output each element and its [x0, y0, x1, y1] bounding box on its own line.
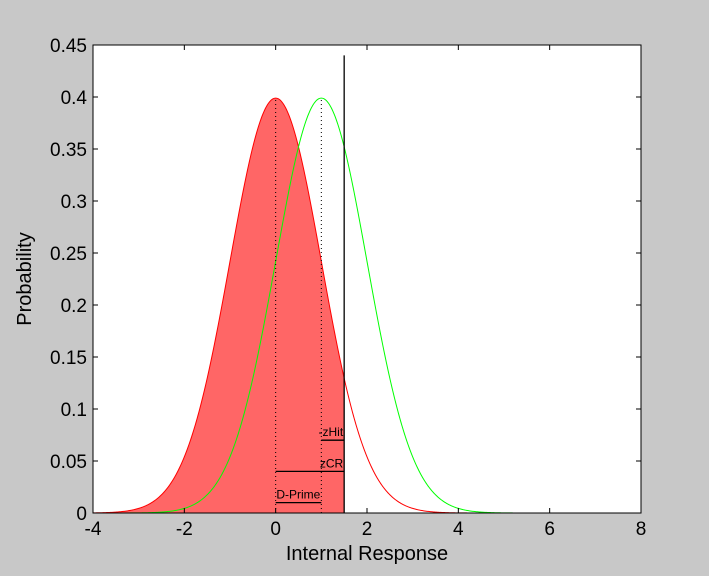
annotation-label-0: D-Prime: [276, 488, 320, 502]
y-tick-label: 0.1: [61, 400, 87, 421]
x-tick-label: 6: [544, 519, 555, 540]
area-fill-0: [93, 98, 345, 513]
x-axis-label: Internal Response: [286, 543, 448, 565]
y-tick-label: 0: [76, 504, 87, 525]
y-axis-label: Probability: [14, 232, 36, 325]
x-tick-label: -4: [85, 519, 102, 540]
y-tick-label: 0.05: [50, 452, 87, 473]
axes-background: [93, 45, 641, 513]
y-tick-label: 0.45: [50, 36, 87, 57]
y-tick-label: 0.4: [61, 88, 88, 109]
x-tick-label: 8: [636, 519, 647, 540]
y-tick-label: 0.35: [50, 140, 87, 161]
y-tick-label: 0.25: [50, 244, 87, 265]
x-tick-label: 2: [362, 519, 373, 540]
y-tick-label: 0.15: [50, 348, 87, 369]
y-tick-label: 0.3: [61, 192, 87, 213]
annotation-label-2: -zHit: [318, 425, 343, 439]
y-tick-label: 0.2: [61, 296, 87, 317]
annotation-label-1: zCR: [320, 456, 344, 470]
x-tick-label: 4: [453, 519, 464, 540]
x-tick-label: 0: [270, 519, 281, 540]
x-tick-label: -2: [176, 519, 193, 540]
